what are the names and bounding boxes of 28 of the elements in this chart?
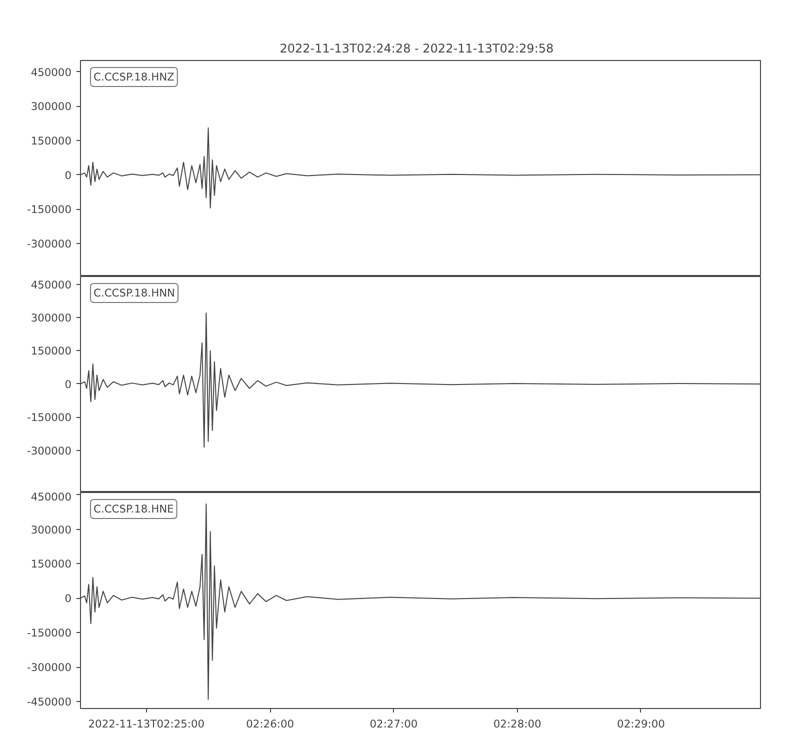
y-tick-label: 450000: [30, 490, 72, 504]
y-tick-label: 150000: [30, 134, 72, 148]
y-tick-label: -300000: [26, 444, 72, 458]
x-tick-label: 02:26:00: [246, 718, 294, 730]
y-tick-label: -150000: [26, 626, 72, 640]
text: C.CCSP.18.HNN: [94, 286, 176, 300]
y-tick-label: -150000: [26, 203, 72, 216]
y-tick-label: -300000: [26, 661, 72, 674]
y-tick-label: 0: [64, 168, 72, 182]
x-tick-label: 02:27:00: [370, 718, 418, 730]
chart-title: 2022-11-13T02:24:28 - 2022-11-13T02:29:58: [280, 42, 554, 56]
y-tick-label: 450000: [30, 66, 72, 79]
text: C.CCSP.18.HNZ: [94, 70, 174, 84]
y-tick-label: 450000: [30, 278, 72, 292]
y-tick-label: 0: [64, 378, 72, 391]
y-tick-label: 300000: [30, 311, 72, 324]
x-tick-label: 2022-11-13T02:25:00: [88, 718, 205, 730]
x-tick-label: 02:29:00: [617, 718, 666, 730]
x-tick-label: 02:28:00: [493, 718, 542, 730]
y-tick-label: 300000: [30, 100, 72, 114]
y-tick-label: 150000: [30, 558, 72, 571]
y-tick-label: -300000: [26, 237, 72, 250]
y-tick-label: 150000: [30, 344, 72, 358]
text: C.CCSP.18.HNE: [94, 502, 174, 516]
y-tick-label: 0: [64, 592, 72, 606]
y-tick-label: 300000: [30, 523, 72, 536]
y-tick-label: -450000: [26, 696, 72, 709]
y-tick-label: -150000: [26, 411, 72, 424]
